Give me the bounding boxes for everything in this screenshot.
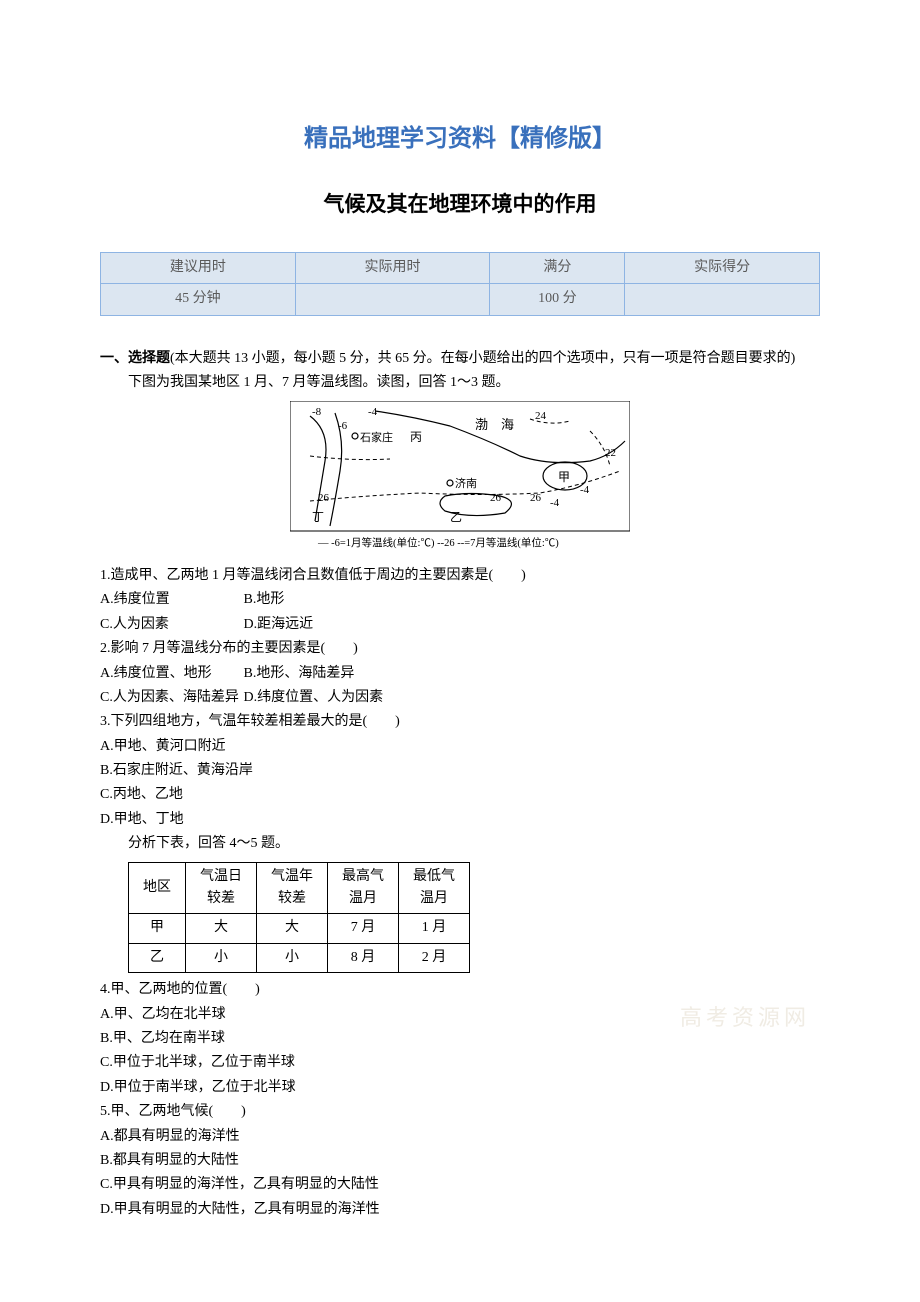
q1-options-row1: A.纬度位置 B.地形	[100, 589, 820, 611]
q4-c: C.甲位于北半球，乙位于南半球	[100, 1052, 820, 1074]
map-t24: 24	[535, 410, 547, 422]
info-header-4: 实际得分	[625, 252, 820, 283]
info-header-3: 满分	[490, 252, 625, 283]
map-shijiazhuang: 石家庄	[360, 430, 393, 444]
table-row: 甲 大 大 7 月 1 月	[129, 914, 470, 943]
q2-stem: 2.影响 7 月等温线分布的主要因素是( )	[100, 638, 820, 660]
table-row: 乙 小 小 8 月 2 月	[129, 943, 470, 972]
q2-d: D.纬度位置、人为因素	[244, 690, 384, 705]
info-value-2	[295, 284, 490, 315]
map-svg: -8 -6 -4 石家庄 丙 渤 海 24 22 甲 -4 -4 济南 26 2…	[290, 401, 630, 551]
q4-stem: 4.甲、乙两地的位置( )	[100, 979, 820, 1001]
dt-col5: 最低气温月	[399, 862, 470, 914]
q4-a: A.甲、乙均在北半球	[100, 1004, 820, 1026]
map-t-4b: -4	[550, 497, 560, 509]
data-table: 地区 气温日较差 气温年较差 最高气温月 最低气温月 甲 大 大 7 月 1 月…	[128, 862, 470, 974]
q5-stem: 5.甲、乙两地气候( )	[100, 1101, 820, 1123]
map-bohai: 渤 海	[475, 417, 514, 432]
map-jia: 甲	[558, 470, 570, 484]
q5-d: D.甲具有明显的大陆性，乙具有明显的海洋性	[100, 1199, 820, 1221]
map-ding: 丁	[312, 510, 324, 524]
info-value-1: 45 分钟	[101, 284, 296, 315]
info-value-3: 100 分	[490, 284, 625, 315]
info-table: 建议用时 实际用时 满分 实际得分 45 分钟 100 分	[100, 252, 820, 316]
q3-d: D.甲地、丁地	[100, 809, 820, 831]
q5-a: A.都具有明显的海洋性	[100, 1126, 820, 1148]
map-t-8: -8	[312, 406, 322, 418]
map-t22: 22	[605, 447, 616, 459]
sub-title: 气候及其在地理环境中的作用	[100, 188, 820, 222]
map-jinan: 济南	[455, 476, 477, 490]
q4-d: D.甲位于南半球，乙位于北半球	[100, 1077, 820, 1099]
map-legend: — -6=1月等温线(单位:℃) --26 --=7月等温线(单位:℃)	[317, 536, 559, 549]
q1-options-row2: C.人为因素 D.距海远近	[100, 614, 820, 636]
intro2: 分析下表，回答 4～5 题。	[100, 833, 820, 855]
dt-col3: 气温年较差	[257, 862, 328, 914]
section1-heading-line: 一、选择题(本大题共 13 小题，每小题 5 分，共 65 分。在每小题给出的四…	[100, 346, 820, 370]
map-bing: 丙	[410, 430, 422, 444]
map-yi: 乙	[450, 510, 462, 524]
q4-b: B.甲、乙均在南半球	[100, 1028, 820, 1050]
q1-c: C.人为因素	[100, 614, 240, 636]
q3-stem: 3.下列四组地方，气温年较差相差最大的是( )	[100, 711, 820, 733]
map-t26a: 26	[318, 492, 330, 504]
main-title: 精品地理学习资料【精修版】	[100, 120, 820, 158]
dt-col2: 气温日较差	[186, 862, 257, 914]
q2-b: B.地形、海陆差异	[244, 666, 355, 681]
map-t26c: 26	[530, 492, 542, 504]
map-t-4a: -4	[368, 406, 378, 418]
map-t-6: -6	[338, 420, 348, 432]
map-t-m4: -4	[580, 484, 590, 496]
section1-heading: 一、选择题	[100, 349, 170, 365]
q1-stem: 1.造成甲、乙两地 1 月等温线闭合且数值低于周边的主要因素是( )	[100, 565, 820, 587]
q3-a: A.甲地、黄河口附近	[100, 736, 820, 758]
q3-b: B.石家庄附近、黄海沿岸	[100, 760, 820, 782]
map-figure: -8 -6 -4 石家庄 丙 渤 海 24 22 甲 -4 -4 济南 26 2…	[100, 401, 820, 559]
q2-a: A.纬度位置、地形	[100, 663, 240, 685]
dt-col4: 最高气温月	[328, 862, 399, 914]
intro1: 下图为我国某地区 1 月、7 月等温线图。读图，回答 1～3 题。	[100, 372, 820, 394]
q2-c: C.人为因素、海陆差异	[100, 687, 240, 709]
q2-options-row1: A.纬度位置、地形 B.地形、海陆差异	[100, 663, 820, 685]
section1-desc: (本大题共 13 小题，每小题 5 分，共 65 分。在每小题给出的四个选项中，…	[170, 351, 795, 366]
q3-c: C.丙地、乙地	[100, 784, 820, 806]
map-t26b: 26	[490, 492, 502, 504]
info-value-4	[625, 284, 820, 315]
q1-b: B.地形	[244, 592, 285, 607]
q1-d: D.距海远近	[244, 617, 314, 632]
dt-col1: 地区	[129, 862, 186, 914]
info-header-2: 实际用时	[295, 252, 490, 283]
info-header-1: 建议用时	[101, 252, 296, 283]
q1-a: A.纬度位置	[100, 589, 240, 611]
q5-c: C.甲具有明显的海洋性，乙具有明显的大陆性	[100, 1174, 820, 1196]
q2-options-row2: C.人为因素、海陆差异 D.纬度位置、人为因素	[100, 687, 820, 709]
q5-b: B.都具有明显的大陆性	[100, 1150, 820, 1172]
